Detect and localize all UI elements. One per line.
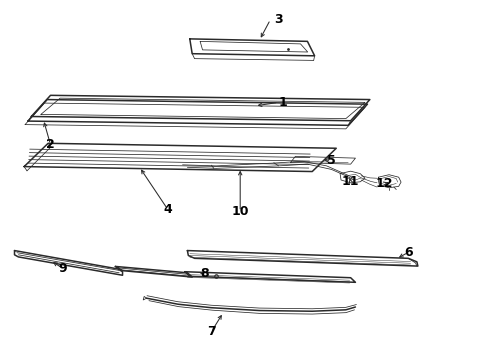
Text: 7: 7 bbox=[207, 325, 216, 338]
Text: 8: 8 bbox=[200, 267, 209, 280]
Text: 3: 3 bbox=[274, 13, 283, 26]
Text: 4: 4 bbox=[164, 203, 172, 216]
Text: 5: 5 bbox=[327, 154, 336, 167]
Text: 6: 6 bbox=[404, 246, 413, 259]
Text: 11: 11 bbox=[342, 175, 359, 188]
Text: 12: 12 bbox=[375, 177, 393, 190]
Text: 2: 2 bbox=[46, 138, 55, 151]
Text: 1: 1 bbox=[279, 96, 288, 109]
Text: 9: 9 bbox=[58, 262, 67, 275]
Text: 10: 10 bbox=[231, 205, 249, 218]
